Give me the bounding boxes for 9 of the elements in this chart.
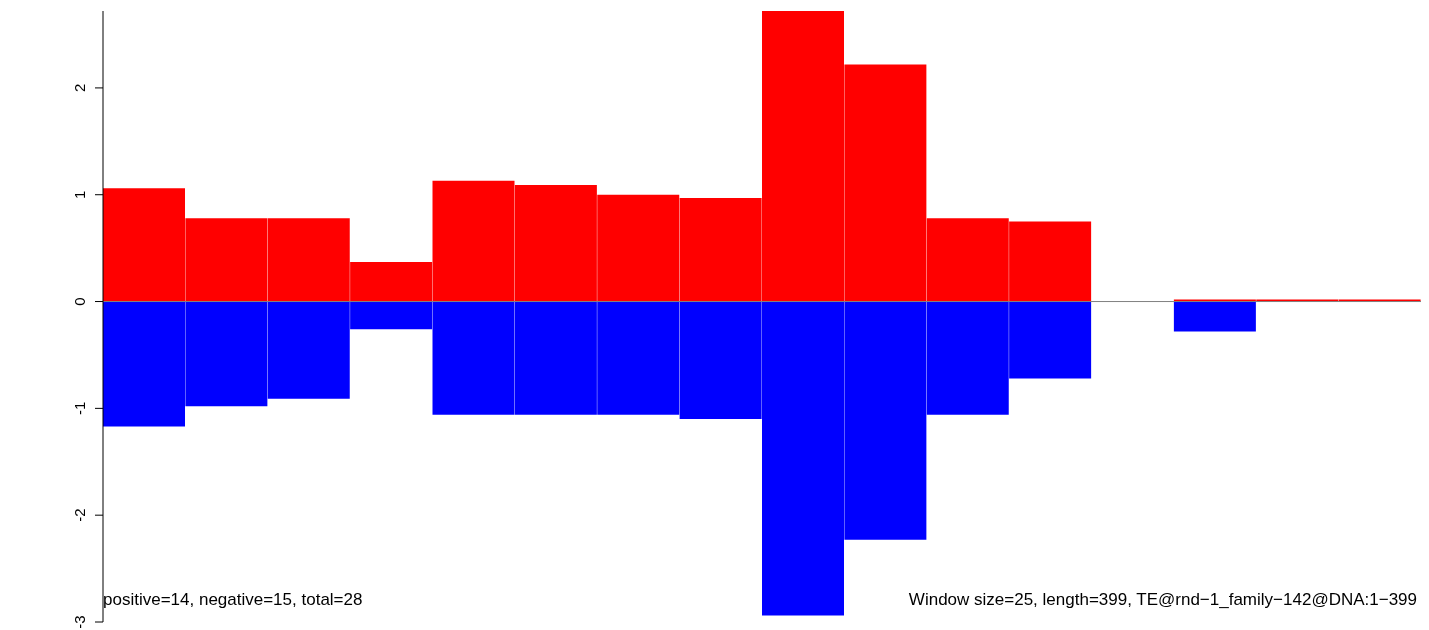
y-tick-label: 2 [71, 83, 88, 93]
annotation: positive=14, negative=15, total=28 [103, 590, 363, 610]
y-tick-label: 1 [71, 190, 88, 199]
y-tick-label: -2 [71, 508, 88, 522]
y-tick-label: 0 [71, 297, 88, 306]
y-tick-label: -3 [71, 615, 88, 629]
annotation: Window size=25, length=399, TE@rnd−1_family−142@DNA:1−399 [908, 590, 1417, 610]
bar [1173, 301, 1256, 332]
y-tick-label: -1 [71, 401, 88, 416]
